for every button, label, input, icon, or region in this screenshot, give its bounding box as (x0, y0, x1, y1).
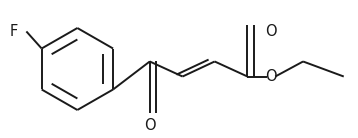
Text: F: F (10, 24, 18, 39)
Text: O: O (265, 69, 277, 84)
Text: O: O (144, 118, 156, 133)
Text: O: O (265, 24, 277, 39)
